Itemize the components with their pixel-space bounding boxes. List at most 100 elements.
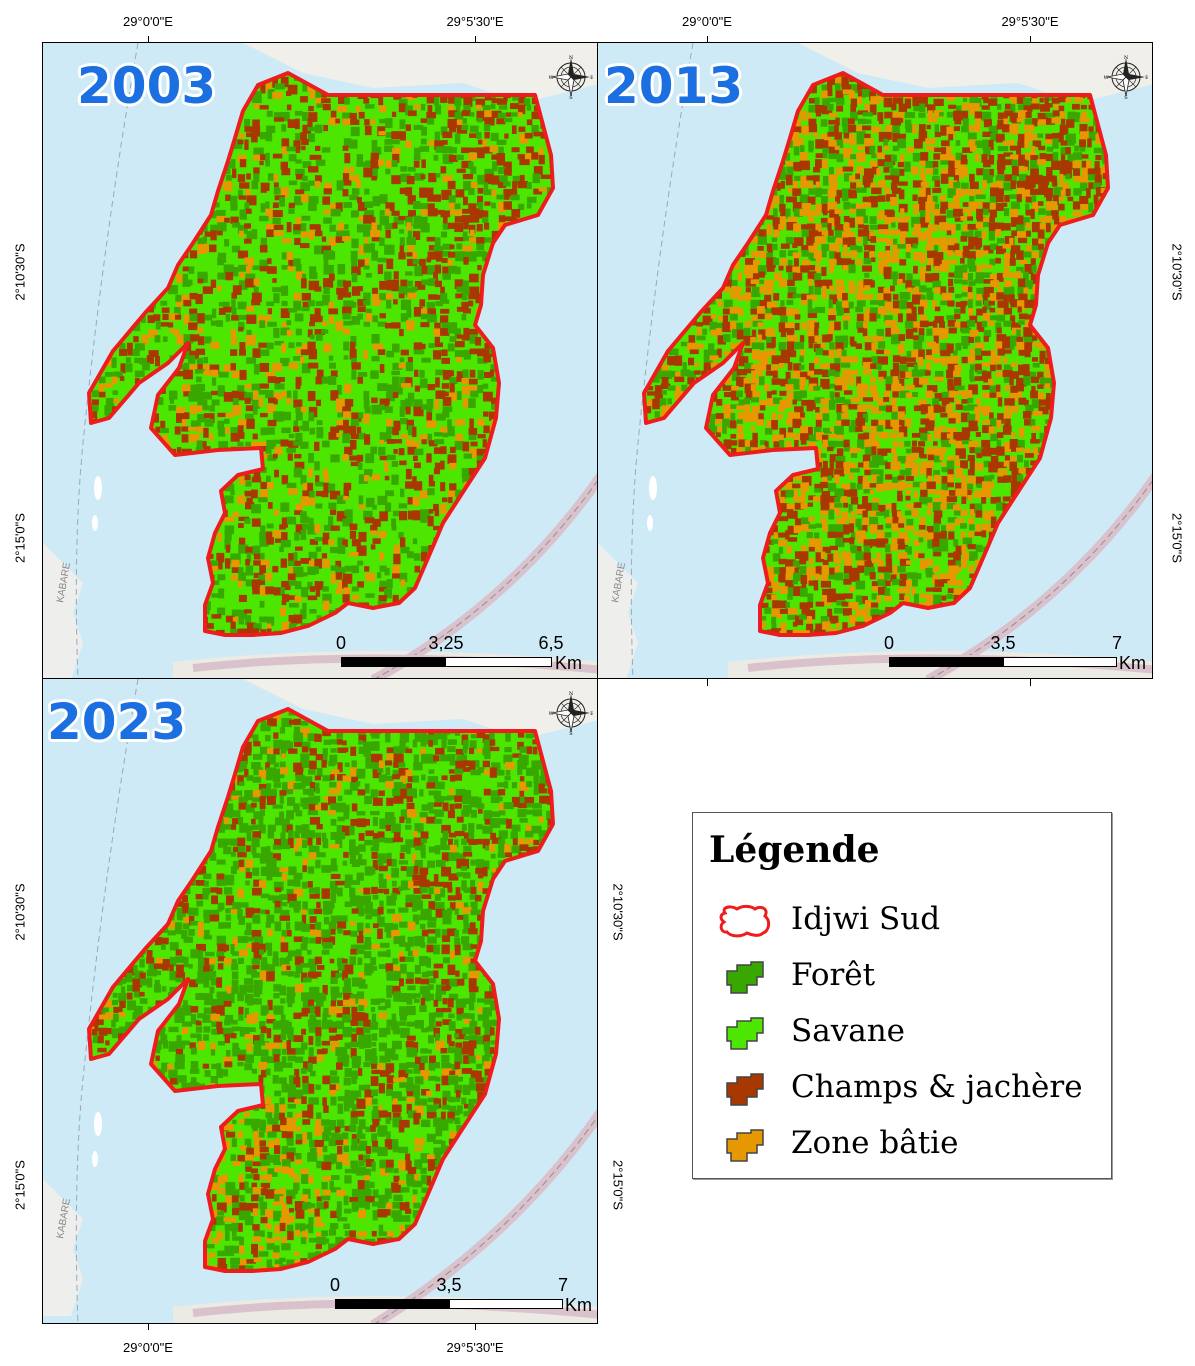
land-cover-cell bbox=[540, 425, 547, 431]
land-cover-cell bbox=[504, 461, 515, 470]
land-cover-cell bbox=[863, 279, 873, 288]
land-cover-cell bbox=[386, 454, 396, 461]
land-cover-cell bbox=[518, 419, 528, 426]
land-cover-cell bbox=[400, 279, 408, 289]
land-cover-cell bbox=[272, 153, 283, 159]
land-cover-cell bbox=[1032, 140, 1042, 148]
land-cover-cell bbox=[786, 75, 796, 86]
land-cover-cell bbox=[456, 356, 462, 363]
land-cover-cell bbox=[835, 167, 845, 175]
land-cover-cell bbox=[274, 377, 281, 387]
land-cover-cell bbox=[716, 189, 725, 197]
land-cover-cell bbox=[666, 152, 672, 158]
land-cover-cell bbox=[1093, 182, 1101, 190]
land-cover-cell bbox=[98, 300, 106, 310]
land-cover-cell bbox=[400, 131, 406, 141]
land-cover-cell bbox=[230, 574, 239, 581]
land-cover-cell bbox=[505, 280, 515, 289]
land-cover-cell bbox=[646, 223, 652, 229]
land-cover-cell bbox=[294, 237, 301, 246]
land-cover-cell bbox=[848, 237, 856, 247]
land-cover-cell bbox=[731, 145, 741, 156]
land-cover-cell bbox=[293, 300, 302, 311]
land-cover-cell bbox=[652, 125, 659, 136]
land-cover-cell bbox=[266, 482, 274, 489]
land-cover-cell bbox=[891, 175, 900, 185]
land-cover-cell bbox=[715, 138, 722, 148]
land-cover-cell bbox=[175, 497, 183, 505]
land-cover-cell bbox=[146, 119, 156, 129]
land-cover-cell bbox=[976, 216, 986, 222]
land-cover-cell bbox=[772, 147, 778, 153]
land-cover-cell bbox=[496, 481, 504, 491]
land-cover-cell bbox=[105, 245, 112, 254]
land-cover-cell bbox=[675, 187, 685, 194]
land-cover-cell bbox=[398, 532, 404, 539]
land-cover-cell bbox=[864, 133, 871, 139]
land-cover-cell bbox=[644, 265, 647, 277]
land-cover-cell bbox=[1051, 117, 1061, 124]
land-cover-cell bbox=[113, 132, 119, 142]
land-cover-cell bbox=[717, 132, 726, 141]
land-cover-cell bbox=[953, 110, 962, 121]
land-cover-cell bbox=[897, 313, 903, 323]
land-cover-cell bbox=[210, 454, 220, 461]
land-cover-cell bbox=[899, 208, 905, 216]
land-cover-cell bbox=[940, 208, 946, 214]
land-cover-cell bbox=[661, 250, 667, 258]
land-cover-cell bbox=[954, 271, 965, 279]
land-cover-cell bbox=[843, 132, 850, 139]
land-cover-cell bbox=[218, 76, 225, 83]
land-cover-cell bbox=[440, 166, 447, 174]
land-cover-cell bbox=[856, 131, 866, 140]
land-cover-cell bbox=[405, 468, 412, 480]
land-cover-cell bbox=[792, 272, 803, 281]
land-cover-cell bbox=[1045, 139, 1054, 145]
land-cover-cell bbox=[330, 208, 341, 217]
land-cover-cell bbox=[308, 551, 318, 559]
land-cover-cell bbox=[947, 278, 954, 287]
land-cover-cell bbox=[689, 188, 697, 199]
land-cover-cell bbox=[231, 245, 241, 253]
land-cover-cell bbox=[239, 272, 245, 279]
land-cover-cell bbox=[729, 132, 740, 141]
land-cover-cell bbox=[357, 607, 364, 614]
land-cover-cell bbox=[829, 294, 838, 305]
land-cover-cell bbox=[532, 392, 538, 400]
land-cover-cell bbox=[878, 96, 884, 102]
land-cover-cell bbox=[379, 210, 385, 216]
land-cover-cell bbox=[307, 341, 316, 352]
land-cover-cell bbox=[1107, 229, 1108, 240]
land-cover-cell bbox=[133, 630, 139, 635]
land-cover-cell bbox=[511, 461, 519, 466]
land-cover-cell bbox=[1100, 118, 1105, 127]
land-cover-cell bbox=[504, 168, 512, 176]
land-cover-cell bbox=[447, 327, 456, 334]
land-cover-cell bbox=[153, 154, 159, 164]
land-cover-cell bbox=[904, 112, 916, 119]
land-cover-cell bbox=[688, 161, 694, 172]
land-cover-cell bbox=[336, 230, 345, 237]
land-cover-cell bbox=[456, 371, 464, 379]
land-cover-cell bbox=[266, 623, 272, 631]
land-cover-cell bbox=[442, 600, 453, 606]
land-cover-cell bbox=[828, 119, 837, 125]
land-cover-cell bbox=[463, 349, 472, 360]
land-cover-cell bbox=[118, 258, 129, 263]
land-cover-cell bbox=[990, 182, 1000, 189]
land-cover-cell bbox=[379, 565, 387, 572]
land-cover-cell bbox=[918, 231, 926, 241]
land-cover-cell bbox=[939, 237, 948, 248]
land-cover-cell bbox=[807, 75, 817, 82]
land-cover-cell bbox=[370, 243, 375, 253]
land-cover-cell bbox=[948, 180, 958, 190]
land-cover-cell bbox=[246, 329, 252, 338]
land-cover-cell bbox=[224, 112, 234, 118]
land-cover-cell bbox=[877, 215, 887, 220]
land-cover-cell bbox=[531, 306, 541, 318]
land-cover-cell bbox=[503, 532, 510, 538]
land-cover-cell bbox=[969, 189, 975, 196]
land-cover-cell bbox=[356, 545, 367, 556]
land-cover-cell bbox=[869, 245, 876, 252]
land-cover-cell bbox=[968, 336, 975, 343]
